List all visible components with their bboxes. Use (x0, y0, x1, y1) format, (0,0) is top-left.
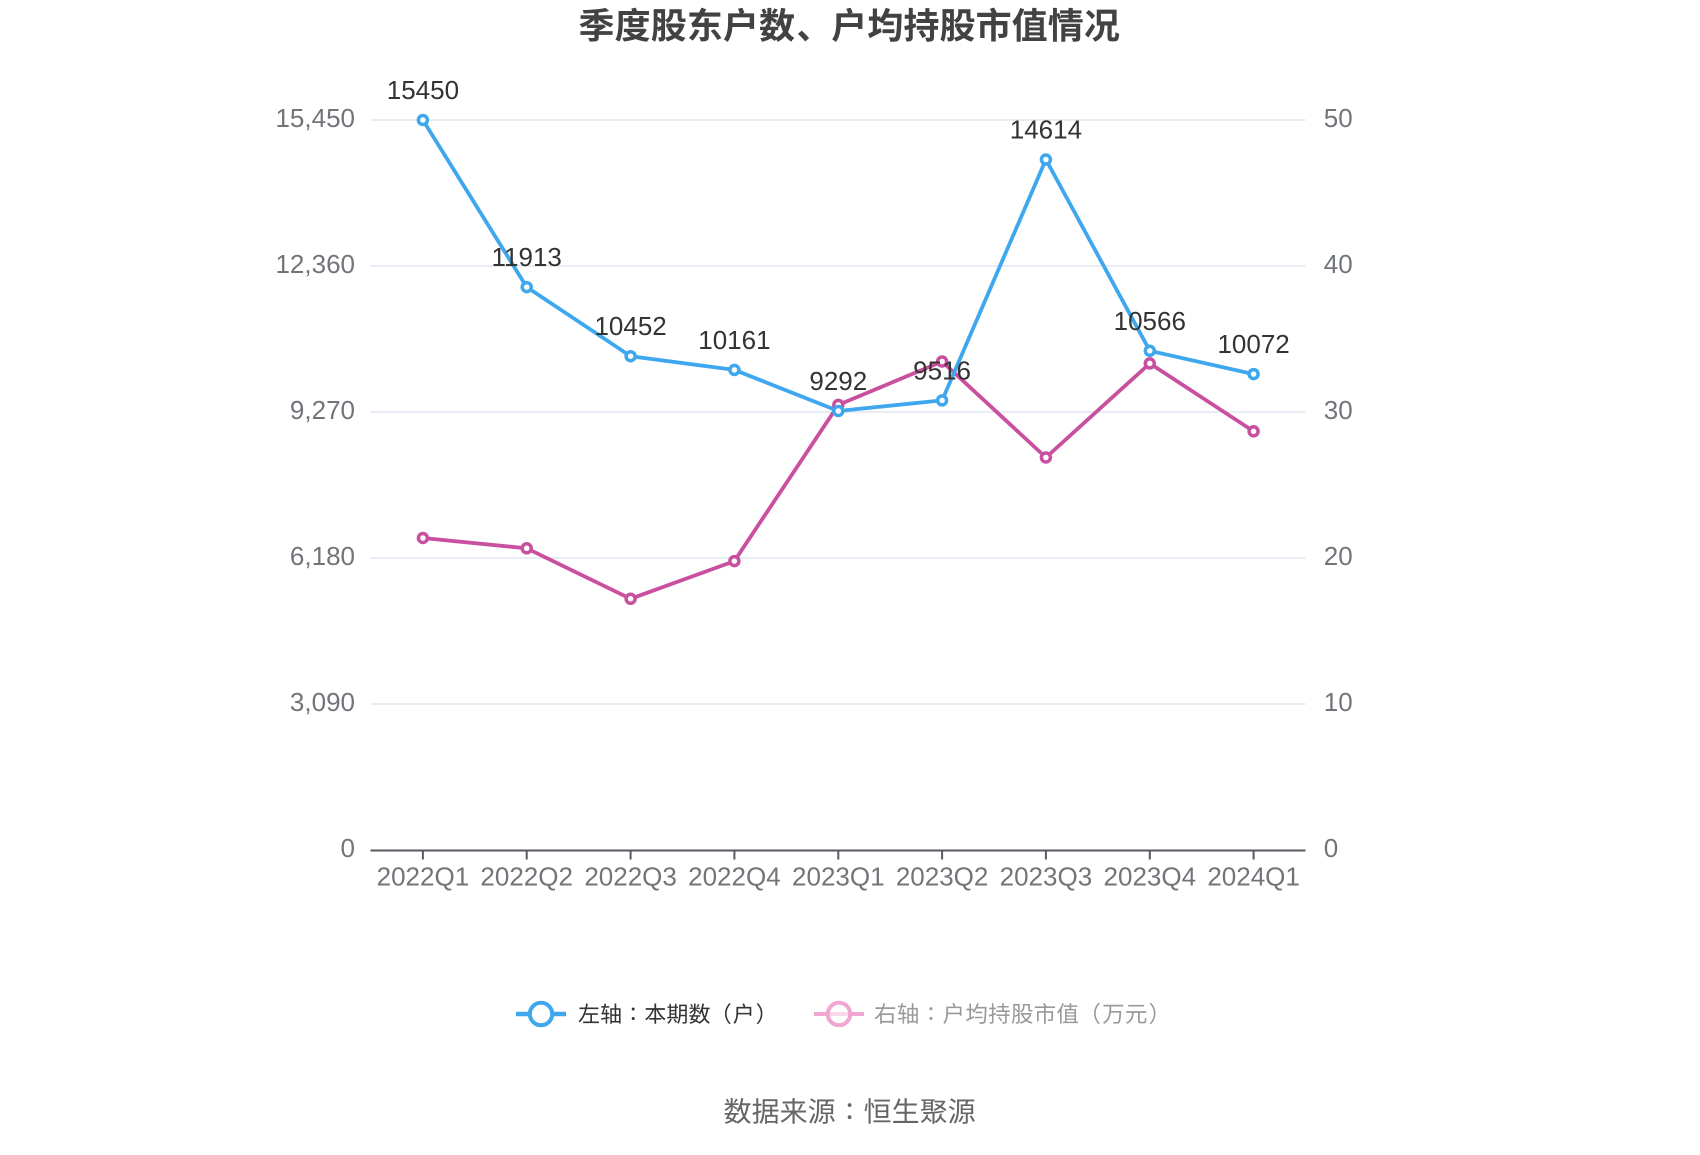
svg-text:2024Q1: 2024Q1 (1207, 862, 1300, 892)
svg-text:10: 10 (1324, 687, 1353, 717)
svg-text:11913: 11913 (492, 242, 562, 272)
svg-text:2022Q4: 2022Q4 (688, 862, 781, 892)
svg-text:40: 40 (1324, 249, 1353, 279)
svg-text:0: 0 (341, 833, 355, 863)
svg-text:10566: 10566 (1114, 306, 1186, 336)
svg-text:2023Q1: 2023Q1 (792, 862, 885, 892)
svg-text:2022Q1: 2022Q1 (377, 862, 470, 892)
svg-text:9292: 9292 (809, 366, 867, 396)
svg-text:2023Q4: 2023Q4 (1104, 862, 1197, 892)
svg-text:9516: 9516 (913, 355, 971, 385)
svg-text:10161: 10161 (698, 325, 770, 355)
svg-text:30: 30 (1324, 395, 1353, 425)
svg-text:2022Q2: 2022Q2 (480, 862, 573, 892)
svg-text:15,450: 15,450 (275, 103, 355, 133)
svg-text:15450: 15450 (387, 75, 459, 105)
svg-text:20: 20 (1324, 541, 1353, 571)
svg-text:6,180: 6,180 (290, 541, 355, 571)
svg-text:14614: 14614 (1010, 115, 1082, 145)
svg-text:9,270: 9,270 (290, 395, 355, 425)
svg-text:10072: 10072 (1217, 329, 1289, 359)
svg-text:3,090: 3,090 (290, 687, 355, 717)
svg-text:0: 0 (1324, 833, 1338, 863)
svg-text:2023Q2: 2023Q2 (896, 862, 989, 892)
svg-text:50: 50 (1324, 103, 1353, 133)
svg-text:12,360: 12,360 (275, 249, 355, 279)
svg-text:10452: 10452 (594, 311, 666, 341)
svg-text:2022Q3: 2022Q3 (584, 862, 677, 892)
svg-text:2023Q3: 2023Q3 (1000, 862, 1093, 892)
